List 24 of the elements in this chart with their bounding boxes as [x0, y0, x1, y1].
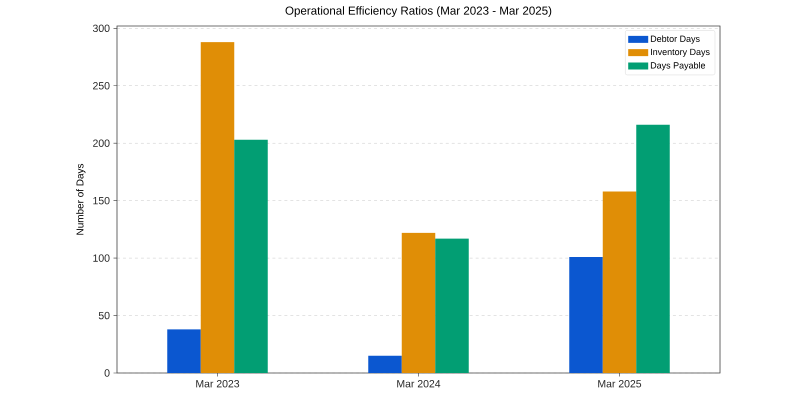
- y-tick-label: 150: [93, 196, 110, 204]
- legend-label: Days Payable: [650, 62, 706, 70]
- bar: [200, 42, 234, 373]
- x-tick-label: Mar 2024: [397, 380, 440, 388]
- y-tick-label: 300: [92, 24, 110, 32]
- y-tick-label: 250: [93, 82, 110, 90]
- bar: [636, 124, 670, 373]
- bar: [234, 140, 268, 373]
- x-tick-label: Mar 2023: [196, 380, 240, 388]
- bar: [569, 256, 603, 373]
- x-tick-label: Mar 2025: [598, 380, 642, 388]
- y-tick-label: 50: [98, 312, 110, 320]
- bar: [368, 356, 402, 373]
- legend-label: Inventory Days: [651, 48, 710, 57]
- chart-title: Operational Efficiency Ratios (Mar 2023 - Mar 2025): [286, 6, 552, 18]
- bar: [402, 232, 436, 373]
- y-axis-title: Number of Days: [76, 164, 86, 235]
- bar: [435, 238, 469, 373]
- y-tick-label: 100: [93, 254, 110, 262]
- bar: [602, 191, 636, 373]
- legend-label: Debtor Days: [650, 35, 700, 44]
- y-tick-label: 200: [93, 140, 110, 147]
- y-tick-label: 0: [104, 369, 110, 377]
- bar: [167, 329, 201, 373]
